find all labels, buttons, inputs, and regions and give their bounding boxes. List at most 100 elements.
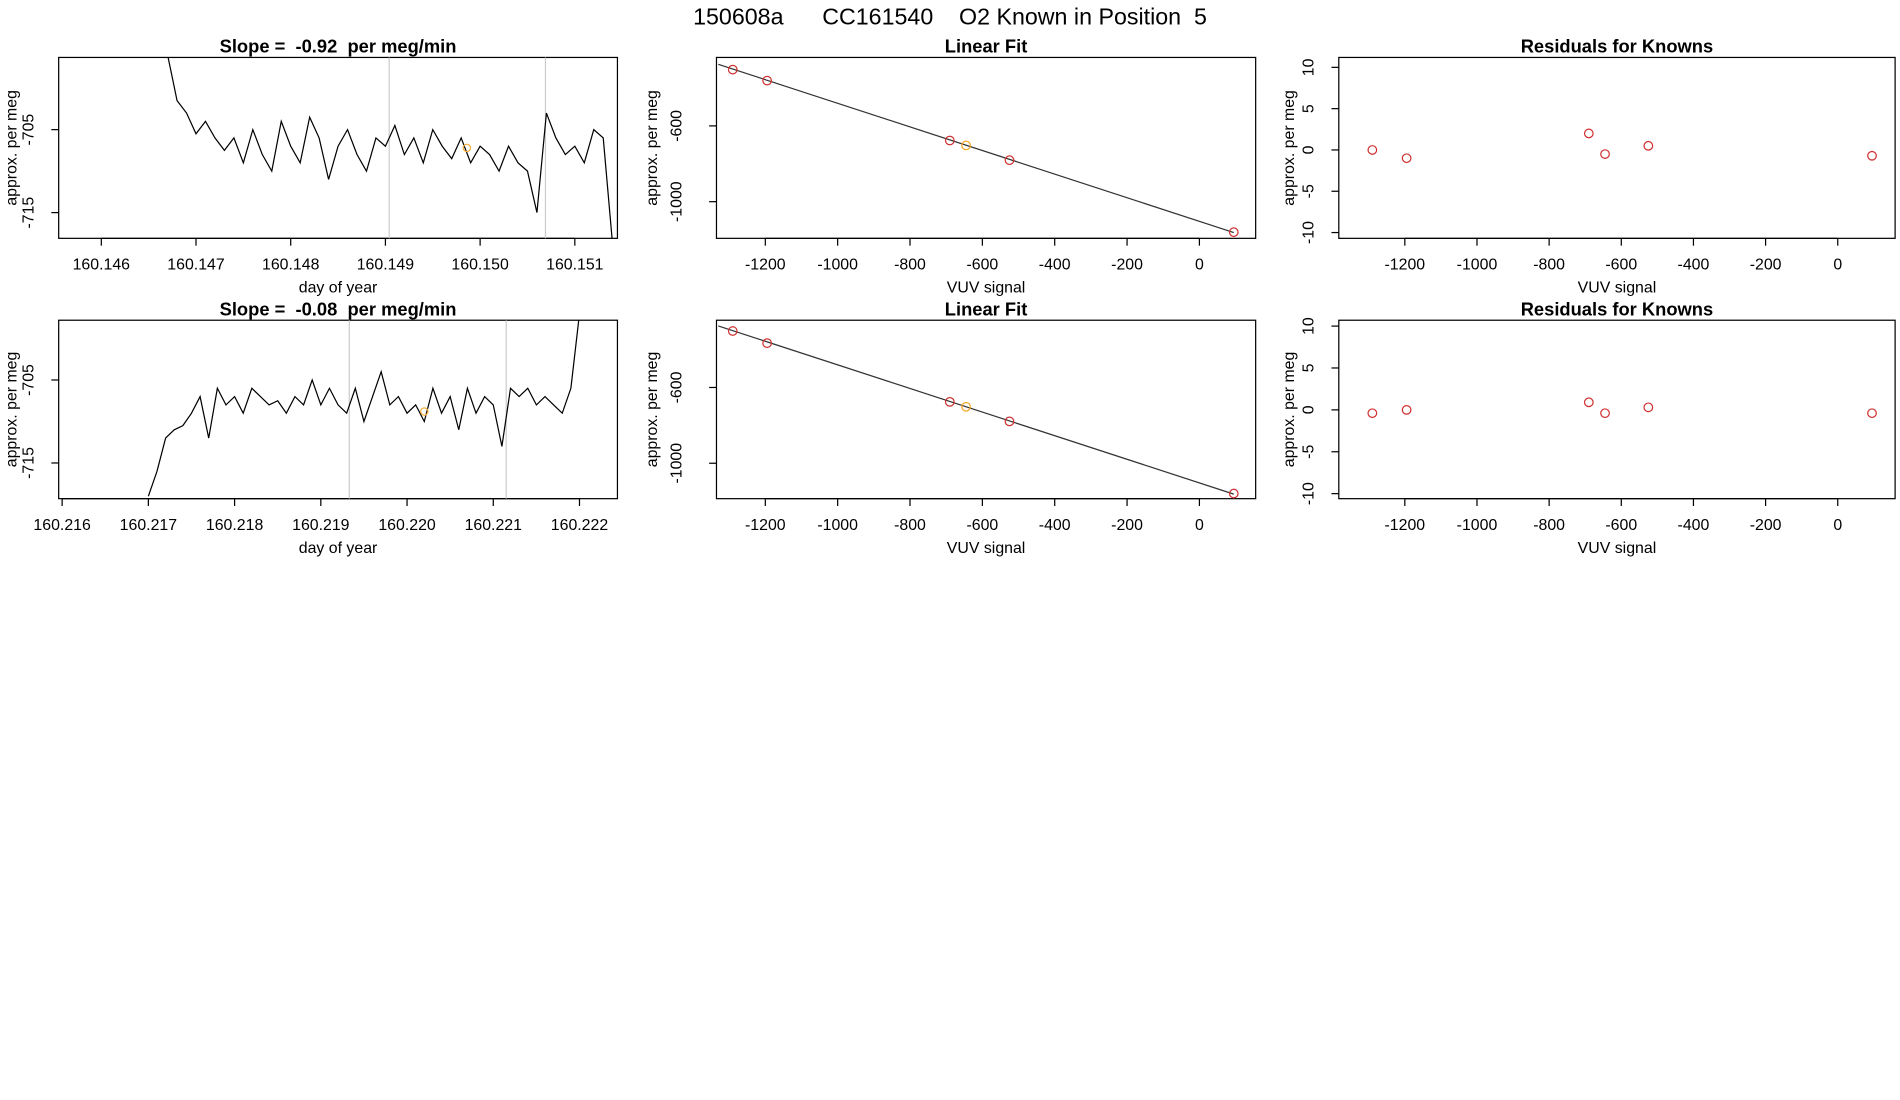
x-tick-label: -800: [1533, 256, 1565, 273]
x-tick-label: -200: [1111, 256, 1143, 273]
y-tick-label: -10: [1301, 482, 1318, 505]
point: [1367, 408, 1378, 419]
point: [1643, 402, 1654, 413]
point: [961, 401, 971, 412]
point: [1228, 488, 1239, 499]
y-tick-label: -705: [21, 364, 38, 396]
x-tick-label: 160.219: [292, 517, 350, 534]
point: [1867, 150, 1877, 161]
panel: Slope = -0.92 per meg/min day of year appr…: [3, 36, 619, 297]
plot-frame: [715, 56, 1257, 239]
x-axis-label: VUV signal: [947, 280, 1026, 297]
point: [727, 326, 738, 336]
y-tick-label: -715: [21, 447, 38, 479]
point: [1600, 408, 1610, 419]
x-tick-label: -1000: [817, 256, 858, 273]
point: [1583, 128, 1594, 139]
plot-area: [718, 325, 1239, 499]
point: [1600, 149, 1610, 159]
y-tick-label: 5: [1301, 104, 1318, 113]
x-tick-label: -200: [1750, 517, 1782, 534]
x-tick-label: -200: [1111, 517, 1143, 534]
highlight-point: [420, 407, 429, 416]
x-axis-label: VUV signal: [1578, 280, 1657, 297]
x-tick-label: -1000: [1457, 256, 1498, 273]
fit-line: [718, 325, 1234, 495]
x-tick-label: 160.218: [206, 517, 264, 534]
x-tick-label: 160.216: [33, 517, 91, 534]
x-tick-label: 160.147: [167, 256, 225, 273]
point: [762, 338, 773, 349]
plot-frame: [58, 319, 619, 500]
point: [1228, 227, 1239, 238]
x-tick-label: 160.222: [551, 517, 609, 534]
y-tick-label: -705: [21, 114, 38, 146]
panel: Slope = -0.08 per meg/min day of year appr…: [3, 298, 619, 557]
point: [762, 75, 773, 86]
x-tick-label: -400: [1678, 256, 1710, 273]
x-tick-label: 0: [1833, 517, 1842, 534]
x-tick-label: 0: [1195, 256, 1204, 273]
y-tick-label: -5: [1301, 445, 1318, 459]
x-tick-label: 160.217: [120, 517, 178, 534]
point: [727, 64, 738, 75]
plot-area: [147, 320, 580, 499]
plot-area: [1367, 397, 1877, 419]
y-axis-label: approx. per meg: [1281, 90, 1298, 206]
x-tick-label: 0: [1833, 256, 1842, 273]
plot-frame: [1338, 319, 1896, 500]
point: [1401, 404, 1412, 415]
x-tick-label: -400: [1039, 256, 1071, 273]
y-axis-label: approx. per meg: [644, 352, 661, 468]
y-tick-label: -600: [669, 371, 686, 403]
plot-frame: [58, 56, 619, 239]
y-tick-label: 10: [1301, 317, 1318, 335]
point: [1004, 155, 1015, 166]
point: [1401, 153, 1412, 164]
plot-area: [718, 63, 1239, 238]
point: [1004, 416, 1015, 427]
x-tick-label: -800: [894, 256, 926, 273]
y-tick-label: -1000: [669, 181, 686, 222]
x-tick-label: -200: [1750, 256, 1782, 273]
point: [1583, 397, 1594, 408]
panel-title: Slope = -0.92 per meg/min: [220, 36, 457, 57]
x-axis-label: day of year: [299, 540, 378, 557]
x-tick-label: 160.146: [73, 256, 131, 273]
x-tick-label: 160.150: [451, 256, 509, 273]
x-tick-label: -800: [894, 517, 926, 534]
x-tick-label: 0: [1195, 517, 1204, 534]
panel: Linear Fit VUV signal approx. per meg -1200…: [644, 298, 1257, 557]
figure-title: 150608a CC161540 O2 Known in Position 5: [693, 3, 1207, 29]
x-axis-label: VUV signal: [1578, 540, 1657, 557]
panel-title: Linear Fit: [945, 298, 1028, 319]
panel-title: Residuals for Knowns: [1521, 36, 1714, 57]
data-line: [167, 57, 613, 239]
x-axis-label: VUV signal: [947, 540, 1026, 557]
plot-frame: [715, 319, 1257, 500]
x-tick-label: -600: [966, 256, 998, 273]
point: [961, 140, 971, 151]
panel-title: Slope = -0.08 per meg/min: [220, 298, 457, 319]
highlight-point: [462, 143, 472, 153]
x-tick-label: 160.221: [465, 517, 523, 534]
point: [944, 135, 955, 146]
plot-area: [1367, 128, 1877, 164]
panel: Linear Fit VUV signal approx. per meg -1200…: [644, 36, 1257, 297]
y-axis-label: approx. per meg: [1281, 352, 1298, 468]
x-tick-label: -1000: [1457, 517, 1498, 534]
y-tick-label: -5: [1301, 184, 1318, 198]
x-tick-label: -1200: [745, 517, 786, 534]
x-tick-label: -600: [1605, 517, 1637, 534]
x-tick-label: 160.220: [378, 517, 436, 534]
x-tick-label: -1200: [1385, 256, 1426, 273]
panel-title: Linear Fit: [945, 36, 1028, 57]
point: [944, 396, 955, 407]
y-tick-label: -10: [1301, 221, 1318, 244]
y-tick-label: 5: [1301, 363, 1318, 372]
x-tick-label: -600: [1605, 256, 1637, 273]
y-axis-label: approx. per meg: [3, 352, 20, 468]
fit-line: [718, 63, 1234, 234]
